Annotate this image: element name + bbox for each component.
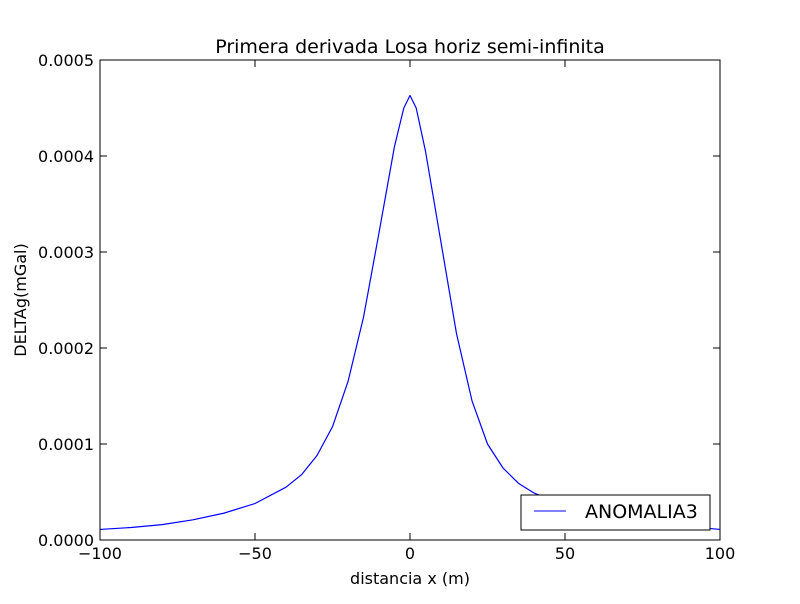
y-tick-label: 0.0002	[38, 339, 94, 358]
y-axis-label: DELTAg(mGal)	[11, 243, 30, 357]
chart-title: Primera derivada Losa horiz semi-infinit…	[215, 36, 605, 58]
y-tick-label: 0.0004	[38, 147, 94, 166]
x-tick-labels: −100 −50 0 50 100	[78, 544, 735, 563]
legend-label-anomalia3: ANOMALIA3	[585, 501, 698, 523]
x-tick-label: 0	[405, 544, 415, 563]
x-tick-label: −50	[238, 544, 272, 563]
plot-frame	[99, 59, 721, 541]
y-tick-label: 0.0001	[38, 435, 94, 454]
y-tick-labels: 0.0000 0.0001 0.0002 0.0003 0.0004 0.0005	[38, 51, 94, 550]
y-tick-label: 0.0005	[38, 51, 94, 70]
plot-background	[100, 60, 720, 540]
y-tick-label: 0.0003	[38, 243, 94, 262]
legend-box	[520, 494, 711, 531]
x-tick-label: 50	[555, 544, 575, 563]
x-axis-label: distancia x (m)	[350, 569, 470, 588]
y-tick-label: 0.0000	[38, 531, 94, 550]
legend: ANOMALIA3	[520, 494, 711, 531]
x-tick-label: 100	[705, 544, 736, 563]
x-tick-label: −100	[78, 544, 122, 563]
